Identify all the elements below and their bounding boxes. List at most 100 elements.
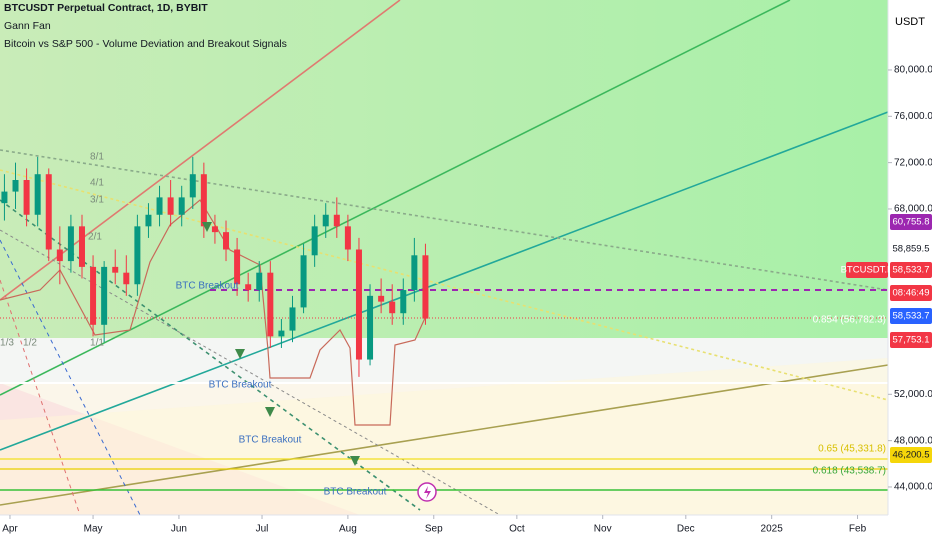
price-tag: 57,753.1 — [893, 335, 930, 346]
zone-yellow — [0, 358, 888, 515]
breakout-marker — [235, 349, 245, 359]
candle-body — [245, 284, 252, 291]
fib-label: 0.854 (56,782.3) — [813, 315, 886, 326]
candle-body — [1, 191, 8, 204]
candle-body — [367, 295, 374, 360]
breakout-marker — [202, 222, 212, 232]
candle-body — [67, 226, 74, 262]
chart-title: BTCUSDT Perpetual Contract, 1D, BYBIT — [4, 2, 208, 14]
currency-label: USDT — [895, 16, 925, 28]
y-tick-label: 72,000.0 — [894, 157, 932, 168]
x-tick-label: 2025 — [761, 524, 784, 535]
candle-body — [23, 180, 30, 215]
annotation: BTC Breakout — [176, 281, 239, 292]
y-tick-label: 80,000.0 — [894, 65, 932, 76]
gann-label: 2/1 — [88, 232, 102, 243]
candle-body — [56, 249, 63, 262]
y-tick-label: 68,000.0 — [894, 204, 932, 215]
candle-body — [344, 226, 351, 250]
candle-body — [90, 266, 97, 325]
price-tag-bg — [890, 447, 932, 463]
gann-label: 1/1 — [90, 338, 104, 349]
price-tag: 08:46:49 — [893, 288, 930, 299]
candle-body — [34, 174, 41, 215]
x-tick-label: Jul — [256, 524, 269, 535]
x-tick-label: May — [84, 524, 103, 535]
candle-body — [311, 226, 318, 256]
x-tick-label: Aug — [339, 524, 357, 535]
price-tag: 46,200.5 — [893, 450, 930, 461]
candle-body — [289, 307, 296, 331]
x-tick-label: Nov — [594, 524, 612, 535]
breakout-marker — [350, 456, 360, 466]
candle-body — [256, 272, 263, 291]
indicator-name: Gann Fan — [4, 20, 51, 32]
price-tag: 58,859.5 — [893, 244, 930, 255]
event-icon-bolt — [424, 486, 431, 499]
candle-body — [267, 272, 274, 337]
candle-body — [101, 266, 108, 325]
annotation: BTC Breakout — [239, 435, 302, 446]
price-tag: 58,533.7 — [893, 311, 930, 322]
candle-body — [411, 255, 418, 291]
price-tag-bg — [890, 308, 932, 324]
candle-body — [12, 180, 19, 192]
candle-body — [278, 330, 285, 337]
price-tag-bg — [890, 262, 932, 278]
zone-green — [0, 0, 888, 338]
candle-body — [422, 255, 429, 319]
price-tag-bg — [846, 262, 888, 278]
candle-body — [211, 226, 218, 233]
candle-body — [322, 214, 329, 227]
indicator-line — [0, 199, 426, 426]
fib-label: 0.65 (45,331.8) — [818, 444, 886, 455]
price-tag-bg — [890, 214, 932, 230]
candle-body — [234, 249, 241, 285]
candle-body — [123, 272, 130, 285]
x-tick-label: Dec — [677, 524, 695, 535]
x-tick-label: Jun — [171, 524, 187, 535]
annotation: BTC Breakout — [209, 380, 272, 391]
candle-body — [134, 226, 141, 285]
price-tag-bg — [890, 285, 932, 301]
breakout-marker — [265, 407, 275, 417]
candle-body — [400, 290, 407, 314]
y-tick-label: 52,000.0 — [894, 389, 932, 400]
candle-body — [156, 197, 163, 215]
fib-label: 0.618 (43,538.7) — [813, 466, 886, 477]
candle-body — [112, 266, 119, 273]
gann-label: 1/2 — [23, 338, 37, 349]
candle-body — [167, 197, 174, 215]
time-axis — [0, 515, 888, 550]
x-tick-label: Apr — [2, 524, 18, 535]
price-tag: 60,755.8 — [893, 217, 930, 228]
candle-body — [300, 255, 307, 308]
candle-body — [355, 249, 362, 360]
candle-body — [189, 174, 196, 198]
candle-body — [223, 232, 230, 250]
candle-body — [378, 295, 385, 302]
y-tick-label: 76,000.0 — [894, 111, 932, 122]
price-tag: 58,533.7 — [893, 265, 930, 276]
x-tick-label: Oct — [509, 524, 525, 535]
candle-body — [45, 174, 52, 250]
annotation: BTC Breakout — [324, 487, 387, 498]
candle-body — [333, 214, 340, 227]
y-tick-label: 44,000.0 — [894, 482, 932, 493]
gann-label: 3/1 — [90, 195, 104, 206]
candle-body — [200, 174, 207, 227]
gann-label: 1/3 — [0, 338, 14, 349]
candle-body — [145, 214, 152, 227]
candle-body — [389, 301, 396, 314]
x-tick-label: Feb — [849, 524, 867, 535]
price-tag: BTCUSDT.P — [841, 265, 894, 276]
x-tick-label: Sep — [425, 524, 443, 535]
y-tick-label: 48,000.0 — [894, 435, 932, 446]
candle-body — [78, 226, 85, 267]
indicator-name: Bitcoin vs S&P 500 - Volume Deviation an… — [4, 38, 287, 50]
gann-label: 8/1 — [90, 152, 104, 163]
price-tag-bg — [890, 332, 932, 348]
gann-label: 4/1 — [90, 178, 104, 189]
